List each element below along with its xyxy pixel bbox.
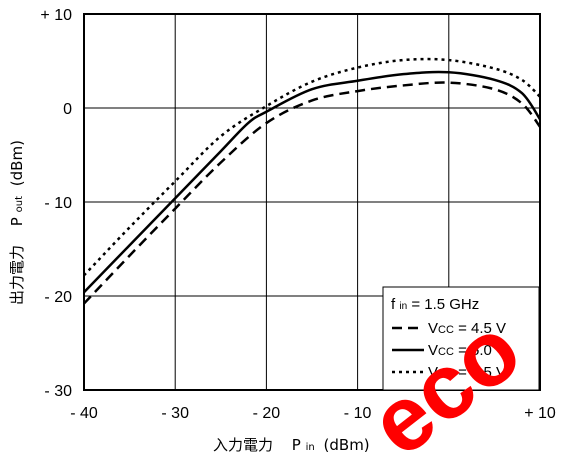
y-tick-label: - 20 (44, 289, 72, 306)
y-tick-label: + 10 (40, 7, 72, 24)
y-axis-title-subscript: out (14, 196, 25, 212)
y-tick-label: 0 (63, 101, 72, 118)
y-tick-label: - 10 (44, 195, 72, 212)
x-tick-label: + 10 (524, 405, 556, 422)
legend-header: f in = 1.5 GHz (391, 296, 479, 313)
y-tick-labels: - 30 - 20 - 10 0 + 10 (40, 7, 72, 400)
series-line-1 (84, 81, 540, 305)
legend-header-symbol: f (391, 296, 396, 313)
x-axis-title-symbol: P (292, 436, 301, 454)
series-line-2 (84, 70, 540, 294)
legend-label: VCC = 5.5 V (428, 364, 506, 381)
series-line-3 (84, 57, 540, 277)
y-tick-label: - 30 (44, 383, 72, 400)
x-axis-title-unit: (dBm) (324, 436, 370, 454)
x-axis-title: 入力電力 P in (dBm) (213, 436, 370, 454)
y-axis-title: 出力電力 P out (dBm) (8, 140, 26, 305)
x-axis-title-subscript: in (306, 442, 315, 453)
legend-entries: VCC = 4.5 V VCC = 5.0 V VCC = 5.5 V (392, 320, 506, 381)
legend-label: VCC = 4.5 V (428, 320, 506, 337)
x-tick-label: - 20 (253, 405, 281, 422)
x-tick-labels: - 40 - 30 - 20 - 10 0 + 10 (70, 405, 556, 422)
x-tick-label: - 10 (344, 405, 372, 422)
x-axis-title-main: 入力電力 (213, 436, 273, 454)
x-tick-label: - 40 (70, 405, 98, 422)
legend-header-subscript: in (399, 301, 407, 312)
y-axis-title-main: 出力電力 (8, 245, 26, 305)
y-axis-title-symbol: P (8, 217, 26, 226)
legend-header-text: = 1.5 GHz (411, 296, 479, 313)
grid (84, 14, 540, 390)
x-tick-label: 0 (444, 405, 453, 422)
data-series (84, 57, 540, 305)
y-axis-title-unit: (dBm) (8, 140, 26, 186)
plot-frame (83, 13, 541, 391)
legend-label: VCC = 5.0 V (428, 342, 506, 359)
x-tick-label: - 30 (161, 405, 189, 422)
